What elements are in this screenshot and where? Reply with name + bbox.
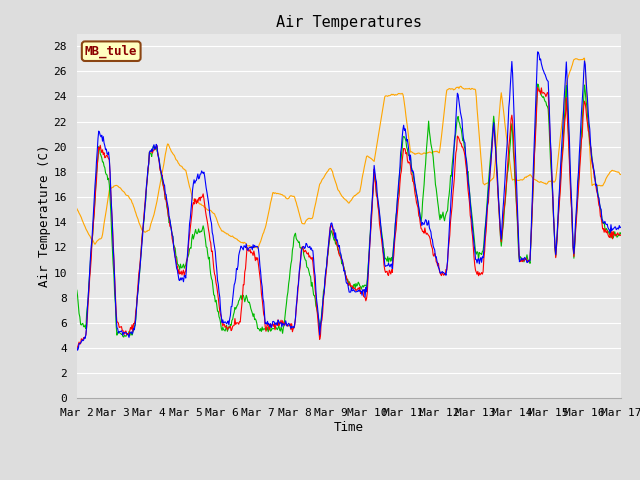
AirT [74,345,81,350]
Tsonic [431,148,439,154]
Title: Air Temperatures: Air Temperatures [276,15,422,30]
AirT [431,252,439,258]
li75_t [534,49,541,55]
Tsonic [83,228,90,233]
AirT [195,196,202,202]
Tsonic [580,55,588,61]
AirT [617,232,625,238]
li75_t [73,345,81,350]
AirT [73,344,81,350]
li77_temp [83,311,90,316]
Tsonic [73,206,81,212]
Line: li75_t: li75_t [77,52,621,350]
Tsonic [139,228,147,233]
Line: Tsonic: Tsonic [77,58,621,248]
Line: AirT: AirT [77,87,621,348]
Y-axis label: Air Temperature (C): Air Temperature (C) [38,145,51,287]
li77_temp [617,231,625,237]
Tsonic [223,231,230,237]
li75_t [431,254,439,260]
AirT [84,313,92,319]
AirT [534,84,541,90]
li75_t [195,176,202,182]
li75_t [223,320,231,325]
li75_t [74,348,81,353]
li77_temp [431,181,439,187]
li75_t [416,209,424,215]
Text: MB_tule: MB_tule [85,45,138,58]
Legend: AirT, li75_t, li77_temp, Tsonic: AirT, li75_t, li77_temp, Tsonic [152,479,546,480]
li77_temp [73,288,81,293]
Tsonic [194,200,202,205]
X-axis label: Time: Time [334,421,364,434]
AirT [416,215,424,220]
li75_t [617,224,625,230]
li75_t [140,220,147,226]
Tsonic [416,150,424,156]
li75_t [84,306,92,312]
Tsonic [617,172,625,178]
li77_temp [120,334,127,340]
li77_temp [416,209,424,215]
li77_temp [195,226,202,232]
AirT [223,327,231,333]
Tsonic [254,245,262,251]
li77_temp [534,81,541,87]
li77_temp [140,223,147,229]
li77_temp [223,328,231,334]
AirT [140,221,147,227]
Line: li77_temp: li77_temp [77,84,621,337]
